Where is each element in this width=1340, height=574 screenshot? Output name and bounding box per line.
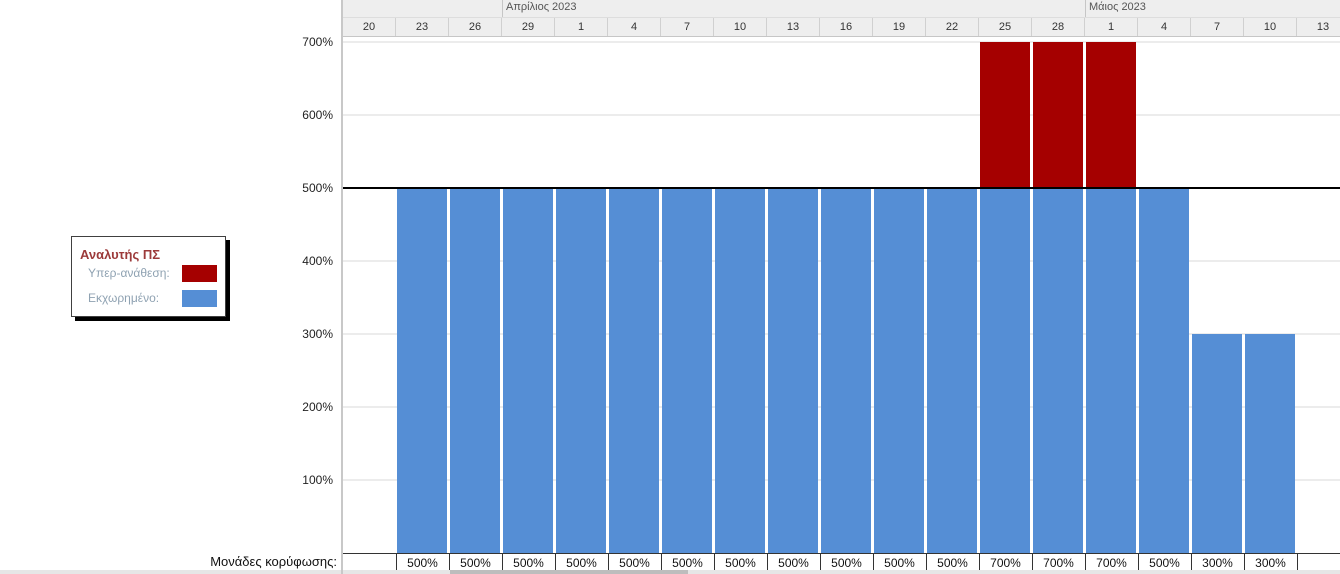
y-axis-labels: 100% 200% 300% 400% 500% 600% 700% xyxy=(0,0,341,574)
timescale-day: 13 xyxy=(1297,18,1340,36)
bar-allocated-15 xyxy=(1139,188,1189,553)
bar-allocated-16 xyxy=(1192,334,1242,553)
bar-allocated-11 xyxy=(927,188,977,553)
y-tick-label: 400% xyxy=(302,254,333,268)
y-tick-label: 200% xyxy=(302,400,333,414)
peak-value-12: 700% xyxy=(990,556,1021,570)
pane-splitter[interactable] xyxy=(341,0,343,574)
bar-allocated-5 xyxy=(609,188,659,553)
bar-overallocated-13 xyxy=(1033,42,1083,188)
peak-value-11: 500% xyxy=(937,556,968,570)
timescale-month: Απρίλιος 2023 xyxy=(506,1,577,13)
timescale-month-divider xyxy=(502,0,503,17)
peak-value-6: 500% xyxy=(672,556,703,570)
y-tick-label: 100% xyxy=(302,473,333,487)
timescale-day: 1 xyxy=(1085,18,1138,36)
y-tick-label: 700% xyxy=(302,35,333,49)
peak-value-5: 500% xyxy=(619,556,650,570)
y-tick-label: 600% xyxy=(302,108,333,122)
peak-value-9: 500% xyxy=(831,556,862,570)
timescale-month: Μάιος 2023 xyxy=(1089,1,1146,13)
resource-graph: 500% 500% 500% 500% 500% 500% 500% 500% 500% 500%… xyxy=(343,41,1340,570)
timescale-day: 19 xyxy=(873,18,926,36)
legend: Αναλυτής ΠΣ Υπερ-ανάθεση: Εκχωρημένο: xyxy=(71,236,226,317)
bar-allocated-9 xyxy=(821,188,871,553)
timescale-day: 25 xyxy=(979,18,1032,36)
timescale-day: 7 xyxy=(1191,18,1244,36)
peak-value-15: 500% xyxy=(1149,556,1180,570)
timescale-day: 23 xyxy=(396,18,449,36)
timescale-day: 4 xyxy=(608,18,661,36)
peak-value-17: 300% xyxy=(1255,556,1286,570)
bar-allocated-8 xyxy=(768,188,818,553)
bar-overallocated-14 xyxy=(1086,42,1136,188)
bar-allocated-13 xyxy=(1033,188,1083,553)
bar-allocated-1 xyxy=(397,188,447,553)
y-tick-label: 300% xyxy=(302,327,333,341)
legend-title: Αναλυτής ΠΣ xyxy=(80,247,161,262)
peak-value-8: 500% xyxy=(778,556,809,570)
bar-allocated-12 xyxy=(980,188,1030,553)
timescale-day: 29 xyxy=(502,18,555,36)
bar-allocated-17 xyxy=(1245,334,1295,553)
peak-value-3: 500% xyxy=(513,556,544,570)
timescale-day: 10 xyxy=(1244,18,1297,36)
timescale-tier-divider xyxy=(343,17,1340,18)
timescale-month-divider xyxy=(1085,0,1086,17)
peak-value-13: 700% xyxy=(1043,556,1074,570)
peak-value-10: 500% xyxy=(884,556,915,570)
bar-allocated-3 xyxy=(503,188,553,553)
peak-value-1: 500% xyxy=(407,556,438,570)
left-pane: Αναλυτής ΠΣ Υπερ-ανάθεση: Εκχωρημένο: 10… xyxy=(0,0,341,574)
legend-swatch-allocated xyxy=(182,290,217,307)
timescale-day: 20 xyxy=(343,18,396,36)
peak-value-14: 700% xyxy=(1096,556,1127,570)
timescale-day: 10 xyxy=(714,18,767,36)
legend-label-allocated: Εκχωρημένο: xyxy=(88,291,160,305)
timescale-day: 26 xyxy=(449,18,502,36)
peak-value-16: 300% xyxy=(1202,556,1233,570)
timescale-day: 13 xyxy=(767,18,820,36)
peak-units-label: Μονάδες κορύφωσης: xyxy=(210,554,337,569)
bar-allocated-2 xyxy=(450,188,500,553)
timescale-day: 28 xyxy=(1032,18,1085,36)
timescale-day: 4 xyxy=(1138,18,1191,36)
left-horizontal-scrollbar[interactable] xyxy=(0,570,341,574)
bar-allocated-14 xyxy=(1086,188,1136,553)
bar-allocated-7 xyxy=(715,188,765,553)
timescale-day: 1 xyxy=(555,18,608,36)
peak-value-7: 500% xyxy=(725,556,756,570)
legend-swatch-overallocated xyxy=(182,265,217,282)
scrollbar-thumb[interactable] xyxy=(450,570,688,574)
bar-allocated-6 xyxy=(662,188,712,553)
bar-allocated-4 xyxy=(556,188,606,553)
legend-label-overallocated: Υπερ-ανάθεση: xyxy=(88,266,170,280)
bar-overallocated-12 xyxy=(980,42,1030,188)
timescale-day: 7 xyxy=(661,18,714,36)
timescale-header: Απρίλιος 2023 Μάιος 2023 20 23 26 29 1 4 7 10 13 16… xyxy=(343,0,1340,37)
timescale-day: 22 xyxy=(926,18,979,36)
timescale-day: 16 xyxy=(820,18,873,36)
bar-allocated-10 xyxy=(874,188,924,553)
y-tick-label: 500% xyxy=(302,181,333,195)
chart-horizontal-scrollbar[interactable] xyxy=(343,570,1340,574)
peak-value-4: 500% xyxy=(566,556,597,570)
peak-value-2: 500% xyxy=(460,556,491,570)
